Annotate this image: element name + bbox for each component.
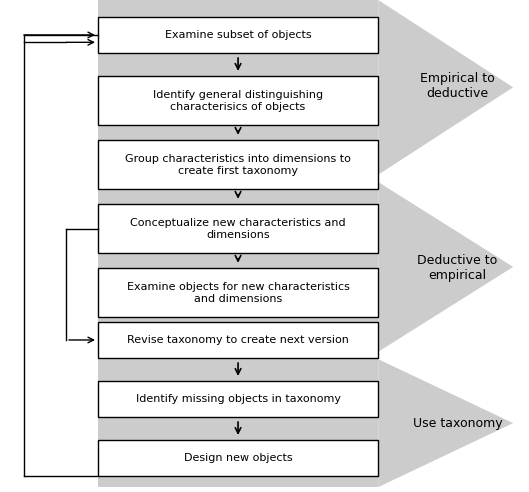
Text: Conceptualize new characteristics and
dimensions: Conceptualize new characteristics and di… [130,218,346,240]
FancyBboxPatch shape [98,140,378,189]
Bar [98,0,378,175]
FancyBboxPatch shape [98,381,378,417]
Text: Examine objects for new characteristics
and dimensions: Examine objects for new characteristics … [126,282,350,304]
FancyBboxPatch shape [98,204,378,253]
FancyBboxPatch shape [98,322,378,358]
Polygon shape [378,182,513,352]
FancyBboxPatch shape [98,17,378,53]
Text: Use taxonomy: Use taxonomy [413,417,503,430]
Bar [98,359,378,487]
FancyBboxPatch shape [98,440,378,476]
Text: Empirical to
deductive: Empirical to deductive [420,72,495,100]
Text: Identify missing objects in taxonomy: Identify missing objects in taxonomy [135,394,341,404]
Text: Group characteristics into dimensions to
create first taxonomy: Group characteristics into dimensions to… [125,154,351,176]
Bar [98,182,378,352]
Text: Examine subset of objects: Examine subset of objects [165,30,312,40]
Text: Identify general distinguishing
characterisics of objects: Identify general distinguishing characte… [153,90,323,112]
Text: Revise taxonomy to create next version: Revise taxonomy to create next version [127,335,349,345]
Polygon shape [378,0,513,175]
FancyBboxPatch shape [98,268,378,317]
Text: Deductive to
empirical: Deductive to empirical [417,254,498,282]
FancyBboxPatch shape [98,76,378,125]
Text: Design new objects: Design new objects [184,453,293,463]
Polygon shape [378,359,513,487]
